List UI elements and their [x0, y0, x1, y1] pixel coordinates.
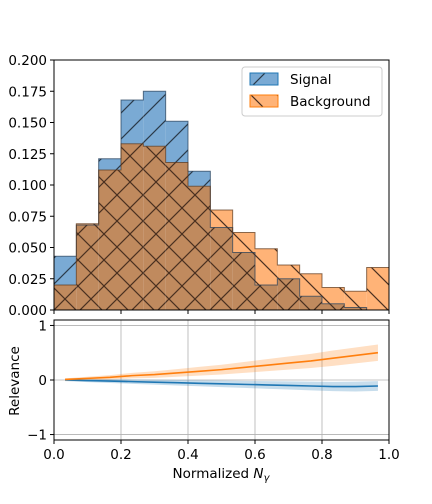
y-axis-title: Relevance — [7, 346, 23, 416]
bottom-x-axis: 0.0 0.2 0.4 0.6 0.8 1.0 — [43, 440, 400, 463]
bottom-y-axis: −1 0 1 — [27, 318, 54, 444]
relevance-lines — [65, 344, 379, 392]
legend: Signal Background — [241, 66, 383, 117]
top-y-tick-label: 0.075 — [8, 209, 47, 225]
bottom-x-tick-label: 0.0 — [43, 447, 64, 463]
histogram-bars — [54, 90, 389, 310]
histogram-panel: 0.000 0.025 0.050 0.075 0.100 0.125 0.150 0.175… — [8, 53, 390, 319]
background-bin-excess — [277, 265, 300, 279]
legend-label-signal: Signal — [290, 72, 331, 88]
top-y-tick-label: 0.050 — [8, 241, 47, 257]
background-bin-excess — [322, 287, 345, 304]
top-y-tick-label: 0.200 — [8, 53, 47, 69]
legend-swatch-signal — [249, 72, 279, 86]
histogram-overlap-bin — [322, 303, 345, 310]
background-bin-excess — [232, 232, 255, 253]
histogram-overlap-bin — [54, 285, 77, 310]
bottom-x-tick-label: 0.4 — [177, 447, 198, 463]
bottom-x-tick-label: 0.8 — [311, 447, 332, 463]
background-relevance-line — [65, 351, 379, 381]
legend-swatch-background — [249, 94, 279, 108]
legend-label-background: Background — [290, 94, 371, 110]
top-y-tick-label: 0.000 — [8, 303, 47, 319]
histogram-overlap-bin — [76, 225, 99, 310]
background-bin-excess — [344, 291, 367, 308]
histogram-overlap-bin — [165, 162, 188, 310]
top-y-tick-label: 0.100 — [8, 178, 47, 194]
top-y-tick-label: 0.150 — [8, 116, 47, 132]
histogram-overlap-bin — [143, 146, 166, 310]
bottom-x-tick-label: 0.6 — [244, 447, 265, 463]
background-outline — [54, 143, 389, 310]
histogram-overlap-bin — [188, 186, 211, 310]
signal-bin-excess — [165, 121, 188, 163]
histogram-overlap-bin — [277, 278, 300, 310]
histogram-overlap-bin — [232, 252, 255, 310]
background-bin-excess — [366, 267, 389, 310]
signal-bin-excess — [143, 91, 166, 147]
background-uncertainty-band — [65, 344, 378, 381]
top-y-tick-label: 0.125 — [8, 147, 47, 163]
top-y-tick-label: 0.025 — [8, 272, 47, 288]
signal-bin-excess — [98, 158, 121, 170]
histogram-overlap-bin — [344, 307, 367, 310]
top-y-tick-label: 0.175 — [8, 84, 47, 100]
bottom-y-tick-label: 0 — [38, 373, 47, 389]
x-axis-title-symbol: N — [253, 466, 263, 482]
background-bin-excess — [76, 223, 99, 225]
bottom-y-tick-label: 1 — [38, 318, 47, 334]
relevance-panel: −1 0 1 0.0 0.2 0.4 0.6 0.8 1.0 Relevance Normal… — [7, 318, 400, 484]
background-bin-excess — [299, 273, 322, 297]
background-bin-excess — [255, 248, 278, 285]
bottom-y-tick-label: −1 — [27, 428, 47, 444]
histogram-overlap-bin — [210, 227, 233, 310]
background-bin-excess — [210, 210, 233, 228]
signal-relevance-line — [65, 379, 378, 388]
signal-bin-excess — [188, 171, 211, 187]
histogram-overlap-bin — [299, 296, 322, 310]
top-x-axis-ticks — [53, 310, 390, 314]
x-axis-title-subscript: γ — [264, 473, 271, 484]
bottom-x-tick-label: 0.2 — [110, 447, 131, 463]
histogram-overlap-bin — [255, 285, 278, 310]
x-axis-title-text: Normalized — [173, 466, 254, 482]
signal-bin-excess — [54, 256, 77, 285]
top-y-axis: 0.000 0.025 0.050 0.075 0.100 0.125 0.150 0.175… — [8, 53, 54, 319]
signal-outline — [54, 90, 389, 310]
histogram-overlap-bin — [98, 170, 121, 310]
bottom-x-tick-label: 1.0 — [378, 447, 399, 463]
signal-bin-excess — [121, 100, 144, 144]
x-axis-title: Normalized Nγ — [173, 466, 271, 484]
histogram-overlap-bin — [121, 143, 144, 310]
